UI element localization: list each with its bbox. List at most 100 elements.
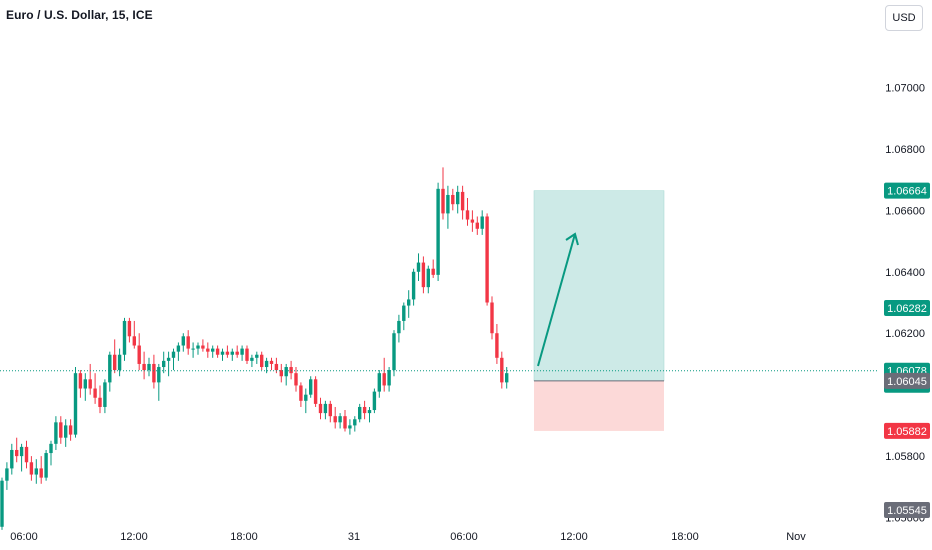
candle-body	[343, 416, 347, 429]
candle-body	[15, 449, 19, 457]
candle	[59, 416, 63, 444]
candle-body	[309, 379, 313, 395]
candle-body	[500, 357, 504, 383]
candle	[147, 357, 151, 377]
candle	[465, 198, 470, 226]
candle-body	[264, 360, 269, 368]
candle	[157, 363, 161, 401]
candle-body	[83, 379, 87, 389]
time-tick-label: Nov	[786, 531, 806, 543]
candle	[255, 351, 259, 364]
arrow-line[interactable]	[537, 233, 576, 367]
badge-value: 1.05545	[887, 505, 927, 517]
candle	[460, 185, 465, 220]
candle	[348, 419, 352, 435]
price-tick-label: 1.05800	[885, 451, 925, 463]
badge-value: 1.06282	[887, 303, 927, 315]
candle	[323, 400, 328, 420]
candle	[431, 259, 435, 278]
candle-body	[186, 336, 190, 349]
candle-body	[348, 425, 352, 429]
candle-body	[5, 468, 9, 481]
candle-body	[98, 397, 102, 407]
candle-body	[196, 345, 200, 349]
candle-body	[49, 443, 53, 454]
candle-body	[372, 391, 377, 411]
time-tick-label: 06:00	[10, 531, 38, 543]
candle	[397, 314, 401, 343]
candle	[44, 449, 48, 481]
candle	[279, 363, 283, 383]
time-tick-label: 12:00	[120, 531, 148, 543]
price-tick-label: 1.06200	[885, 328, 925, 340]
price-badges: 1.066641.062821.0607804:411.060451.05882…	[884, 182, 930, 518]
time-tick-label: 06:00	[450, 531, 478, 543]
candle	[176, 342, 181, 361]
candle-body	[132, 336, 136, 346]
candle	[127, 317, 132, 343]
candle-body	[39, 468, 43, 478]
price-tick-label: 1.06400	[885, 267, 925, 279]
candle	[480, 210, 484, 235]
price-badge-stop-loss: 1.05882	[884, 422, 930, 439]
candle-body	[460, 191, 465, 211]
candle	[269, 357, 274, 371]
candle-body	[127, 320, 132, 337]
candle	[485, 213, 489, 306]
candle	[353, 416, 357, 432]
badge-value: 1.06045	[887, 376, 927, 388]
candle	[343, 410, 347, 432]
candle	[416, 253, 421, 281]
candle-body	[117, 354, 122, 371]
candle	[411, 268, 416, 306]
candle	[201, 339, 205, 352]
candle-body	[333, 416, 337, 423]
candle-body	[230, 351, 234, 355]
candle-body	[201, 345, 205, 349]
candle	[309, 376, 313, 398]
candle-body	[54, 422, 58, 444]
candle	[220, 348, 225, 361]
candle-body	[387, 370, 391, 386]
candle-body	[485, 216, 489, 303]
currency-button[interactable]: USD	[885, 5, 923, 31]
candle	[367, 406, 372, 423]
candle	[78, 370, 83, 398]
price-axis: 1.07000 1.06800 1.06600 1.06400 1.06200 1.058…	[885, 82, 925, 524]
candle-body	[436, 188, 440, 275]
candle	[162, 351, 166, 374]
candle	[166, 351, 171, 377]
candle	[15, 437, 19, 463]
candle-body	[103, 382, 107, 407]
candle	[49, 440, 53, 466]
candle	[186, 330, 190, 355]
candle-body	[402, 305, 406, 321]
candle	[299, 382, 303, 407]
candle	[122, 317, 127, 361]
candle	[475, 216, 479, 235]
candle-body	[299, 385, 303, 401]
candle	[64, 419, 68, 447]
candle-body	[397, 320, 401, 334]
candle	[181, 333, 185, 352]
candle	[230, 348, 234, 361]
candle	[54, 416, 58, 450]
candle	[39, 456, 43, 484]
profit-zone[interactable]	[533, 190, 665, 382]
candle-body	[250, 357, 254, 361]
candle-body	[181, 336, 185, 346]
candle	[284, 363, 288, 386]
candle-body	[289, 367, 293, 374]
candle	[142, 351, 146, 380]
candle	[108, 351, 112, 392]
candle-body	[274, 363, 279, 371]
candle	[73, 367, 78, 438]
loss-zone[interactable]	[534, 380, 664, 431]
time-tick-label: 18:00	[230, 531, 258, 543]
candle-body	[255, 354, 259, 358]
candle-body	[59, 422, 63, 438]
candle-body	[495, 333, 499, 358]
candle-body	[470, 219, 475, 223]
candle-body	[93, 388, 97, 398]
